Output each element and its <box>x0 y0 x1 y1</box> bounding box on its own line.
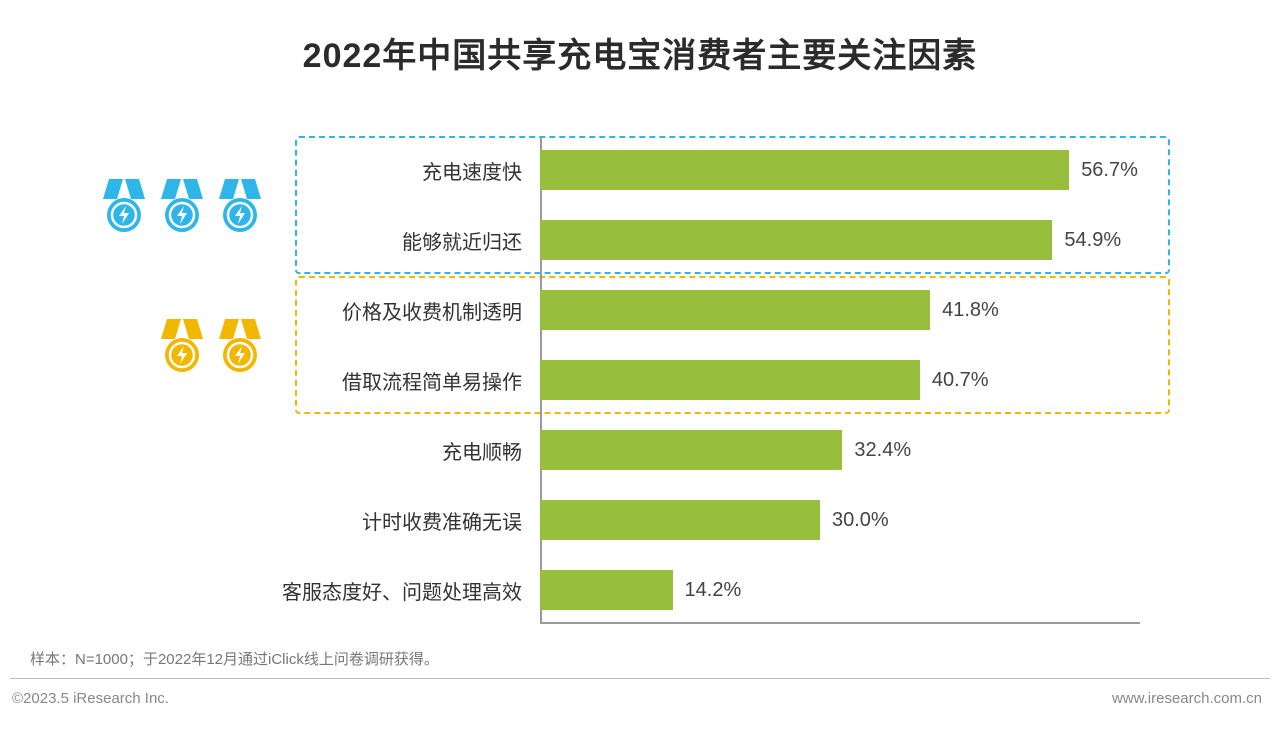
page-root: 2022年中国共享充电宝消费者主要关注因素 充电速度快56.7%能够就近归还54… <box>0 0 1280 755</box>
bar-row: 充电速度快56.7% <box>540 150 1138 190</box>
bar-label: 价格及收费机制透明 <box>342 296 540 325</box>
chart-area: 充电速度快56.7%能够就近归还54.9%价格及收费机制透明41.8%借取流程简… <box>0 130 1280 650</box>
bar <box>540 430 842 470</box>
bar <box>540 150 1069 190</box>
bar-row: 能够就近归还54.9% <box>540 220 1121 260</box>
medal-icon <box>215 179 265 233</box>
bar-value: 41.8% <box>930 299 999 322</box>
medal-icon <box>215 319 265 373</box>
medal-group-1 <box>157 319 265 373</box>
bar-label: 充电顺畅 <box>442 436 540 465</box>
bar <box>540 570 673 610</box>
bar-value: 30.0% <box>820 509 889 532</box>
x-axis <box>540 622 1140 624</box>
bar-row: 借取流程简单易操作40.7% <box>540 360 989 400</box>
divider-line <box>10 678 1270 679</box>
medal-icon <box>157 319 207 373</box>
bar-value: 56.7% <box>1069 159 1138 182</box>
bar-label: 能够就近归还 <box>402 226 540 255</box>
chart-title: 2022年中国共享充电宝消费者主要关注因素 <box>0 0 1280 77</box>
bar-value: 40.7% <box>920 369 989 392</box>
source-url: www.iresearch.com.cn <box>1112 690 1262 707</box>
bar-value: 54.9% <box>1052 229 1121 252</box>
bar-row: 充电顺畅32.4% <box>540 430 911 470</box>
bar-row: 客服态度好、问题处理高效14.2% <box>540 570 741 610</box>
medal-icon <box>99 179 149 233</box>
bar <box>540 220 1052 260</box>
copyright-text: ©2023.5 iResearch Inc. <box>12 690 169 707</box>
bar <box>540 360 920 400</box>
bar-label: 计时收费准确无误 <box>362 506 540 535</box>
bar <box>540 290 930 330</box>
bar-row: 价格及收费机制透明41.8% <box>540 290 999 330</box>
bar-label: 客服态度好、问题处理高效 <box>282 576 540 605</box>
bar-label: 充电速度快 <box>422 156 540 185</box>
sample-footnote: 样本：N=1000；于2022年12月通过iClick线上问卷调研获得。 <box>30 648 439 669</box>
bar-row: 计时收费准确无误30.0% <box>540 500 889 540</box>
medal-group-0 <box>99 179 265 233</box>
bar-value: 14.2% <box>673 579 742 602</box>
bar-value: 32.4% <box>842 439 911 462</box>
medal-icon <box>157 179 207 233</box>
bar-label: 借取流程简单易操作 <box>342 366 540 395</box>
bar <box>540 500 820 540</box>
